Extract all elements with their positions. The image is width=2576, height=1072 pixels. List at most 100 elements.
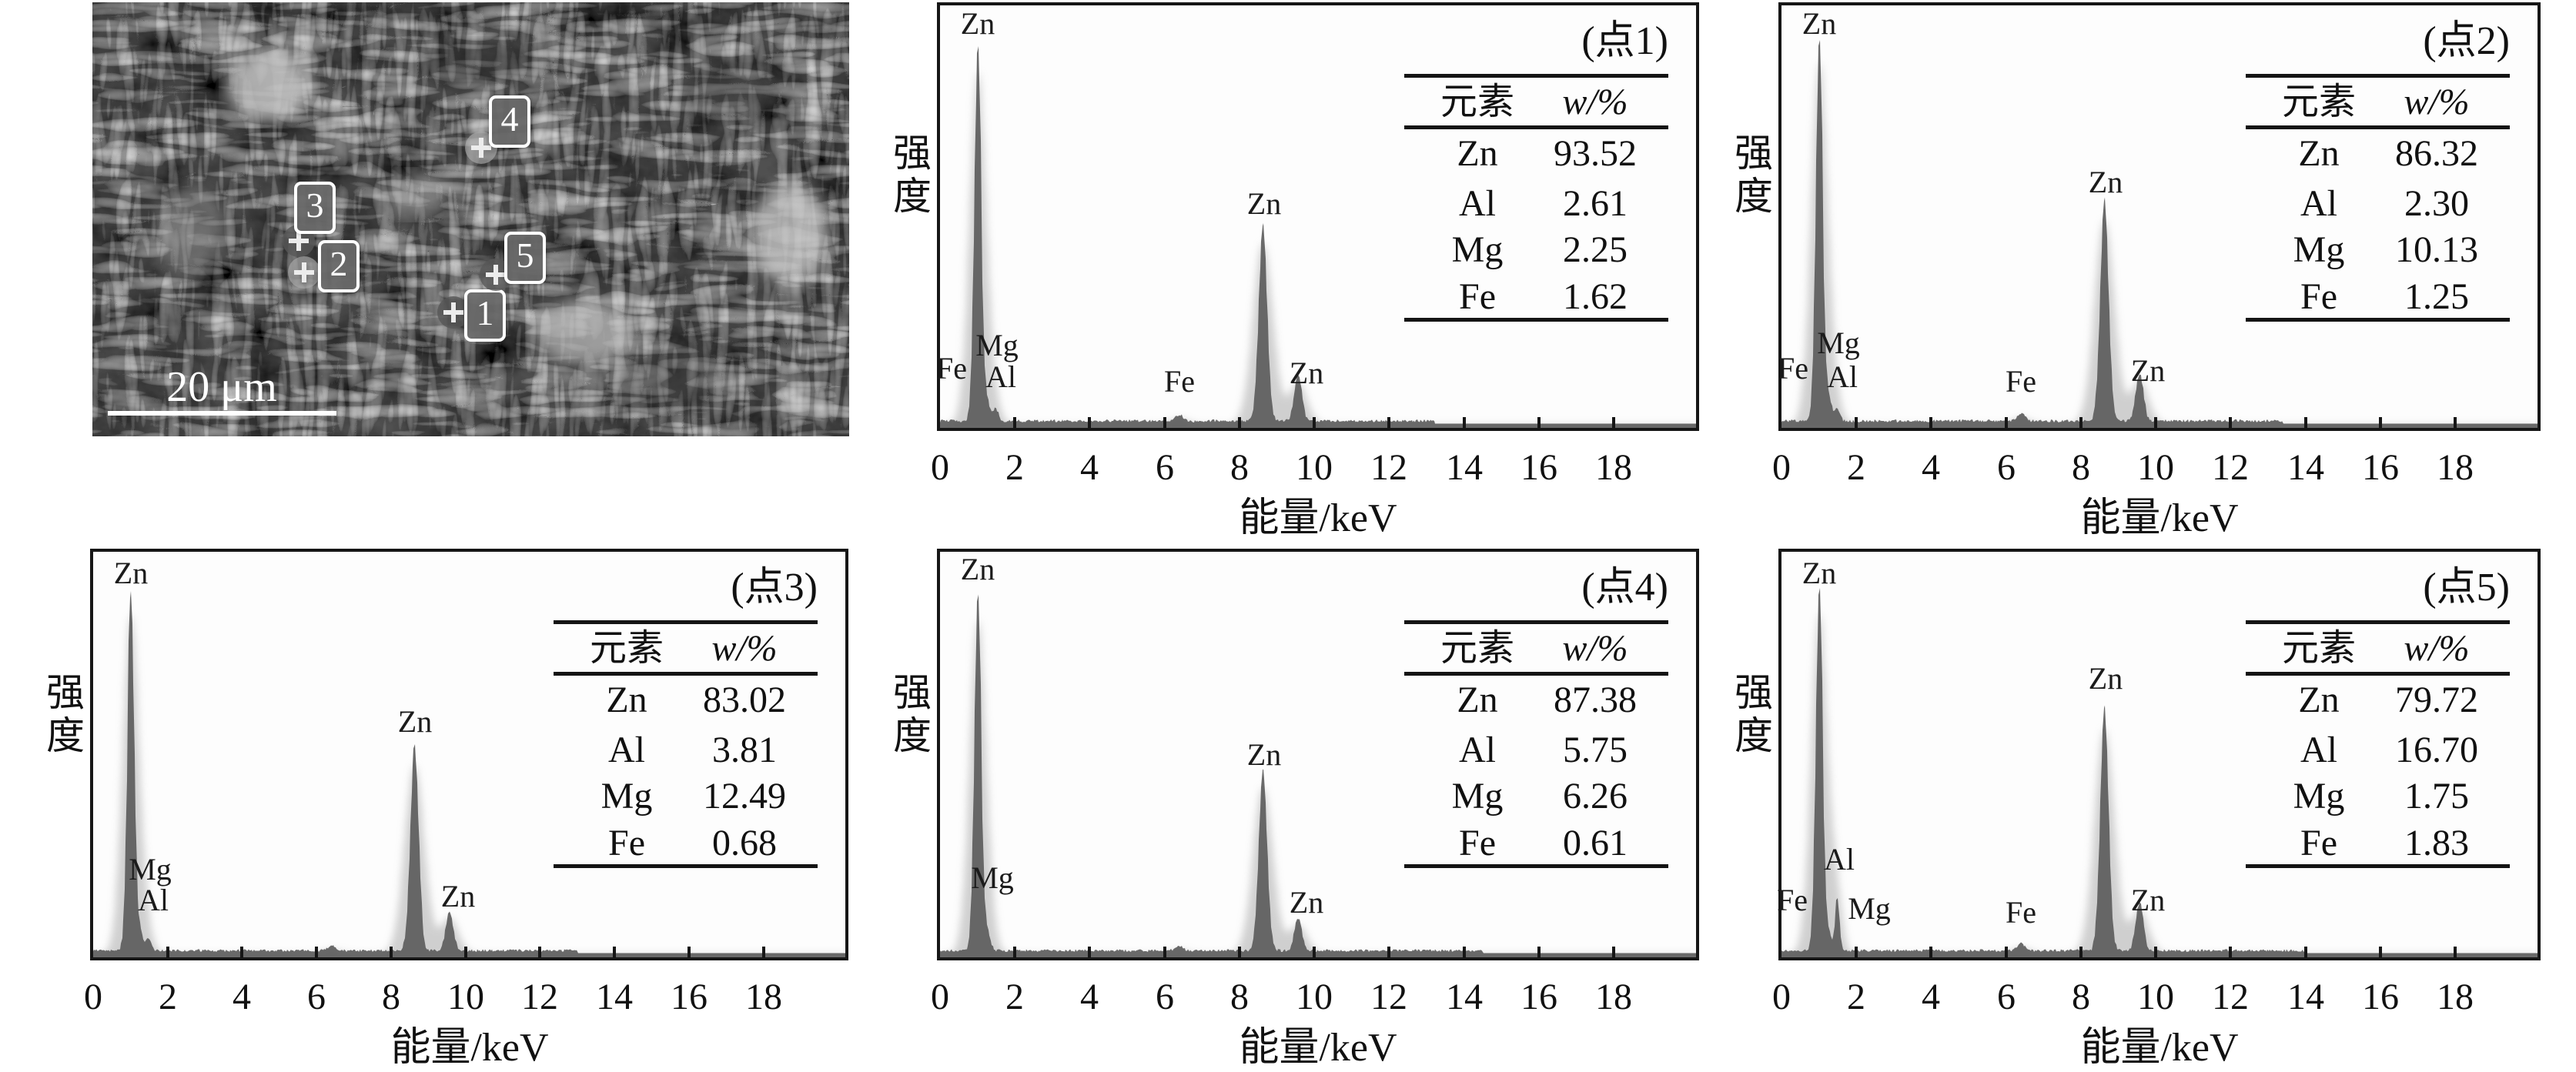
table-rule: [1404, 125, 1668, 129]
panel-title: (点3): [731, 566, 818, 609]
sem-micrograph: 1 2 3 4 5 20 μm: [92, 2, 849, 436]
x-tick-label: 18: [1595, 447, 1632, 488]
table-cell-value: 10.13: [2395, 229, 2478, 270]
table-cell-value: 2.30: [2404, 183, 2469, 224]
peak-label: Fe: [936, 351, 967, 386]
x-tick-label: 4: [1080, 977, 1099, 1017]
table-cell-value: 1.75: [2404, 776, 2469, 817]
table-cell-element: Zn: [606, 680, 647, 720]
x-tick-label: 6: [1997, 447, 2016, 488]
marker-number: 3: [306, 185, 324, 225]
peak-label: Mg: [975, 328, 1019, 362]
spectrum-svg: [1781, 588, 2538, 957]
x-tick-label: 0: [1772, 977, 1791, 1017]
x-tick-label: 12: [2212, 977, 2249, 1017]
table-cell-value: 1.25: [2404, 276, 2469, 317]
x-tick-label: 8: [1230, 977, 1249, 1017]
x-tick-label: 2: [1005, 977, 1024, 1017]
x-axis-label: 能量/keV: [1239, 496, 1397, 540]
table-rule: [1404, 318, 1668, 322]
table-cell-element: Fe: [2300, 276, 2337, 317]
peak-label: Zn: [113, 556, 149, 590]
x-tick-label: 4: [1922, 447, 1940, 488]
peak-label: Zn: [1289, 356, 1324, 390]
x-tick-label: 10: [1296, 977, 1333, 1017]
x-tick-label: 18: [1595, 977, 1632, 1017]
peak-label: Al: [1824, 842, 1855, 877]
peak-label: Al: [1827, 359, 1858, 394]
sem-texture: [92, 2, 849, 436]
panel-title: (点4): [1581, 566, 1668, 609]
scale-bar: [108, 411, 336, 416]
x-tick-label: 0: [931, 447, 949, 488]
x-tick-label: 10: [447, 977, 484, 1017]
table-cell-value: 2.61: [1563, 183, 1628, 224]
spectrum-svg: [940, 46, 1696, 428]
x-tick-label: 8: [2072, 977, 2090, 1017]
x-axis-label: 能量/keV: [2080, 1026, 2239, 1070]
x-tick-label: 10: [2137, 977, 2174, 1017]
x-tick-label: 2: [1005, 447, 1024, 488]
table-cell-value: 0.68: [712, 823, 777, 863]
table-cell-element: Fe: [1459, 823, 1496, 863]
peak-label: Fe: [1778, 351, 1808, 386]
table-header-element: 元素: [589, 628, 664, 669]
peak-label: Zn: [440, 879, 476, 913]
peak-label: Zn: [1802, 556, 1837, 590]
x-tick-label: 12: [521, 977, 558, 1017]
table-cell-element: Mg: [1451, 229, 1504, 270]
peak-label: Zn: [960, 6, 995, 41]
x-tick-label: 16: [2362, 977, 2399, 1017]
table-cell-value: 3.81: [712, 730, 777, 770]
x-axis-label: 能量/keV: [1239, 1026, 1397, 1070]
eds-panel-point2: 强度 Zn Fe Mg Al Fe Zn Zn (点2) 元素 w/% Zn 86.32 Al 2.30 Mg…: [1729, 2, 2571, 554]
table-cell-value: 79.72: [2395, 680, 2478, 720]
x-tick-label: 6: [1156, 447, 1174, 488]
table-header-wt: w/%: [1562, 628, 1628, 669]
point-marker: 5: [504, 232, 546, 284]
x-tick-label: 2: [159, 977, 177, 1017]
plot-box: [937, 549, 1699, 960]
peak-label: Zn: [1289, 885, 1324, 920]
x-tick-label: 16: [2362, 447, 2399, 488]
table-header-element: 元素: [2281, 82, 2357, 122]
table-cell-value: 86.32: [2395, 133, 2478, 174]
y-axis-label: 强度: [1729, 132, 1772, 219]
x-tick-label: 10: [1296, 447, 1333, 488]
table-cell-element: Mg: [2293, 229, 2345, 270]
table-cell-value: 16.70: [2395, 730, 2478, 770]
table-rule: [2246, 74, 2510, 78]
table-cell-value: 0.61: [1563, 823, 1628, 863]
x-tick-label: 16: [671, 977, 708, 1017]
table-cell-value: 83.02: [703, 680, 786, 720]
table-rule: [554, 672, 818, 676]
marker-number: 4: [500, 99, 519, 139]
x-tick-label: 18: [745, 977, 782, 1017]
x-tick-label: 0: [84, 977, 102, 1017]
marker-number: 1: [476, 293, 494, 332]
spectrum-svg: [940, 594, 1696, 957]
x-tick-label: 8: [1230, 447, 1249, 488]
x-tick-label: 2: [1847, 977, 1865, 1017]
eds-panel-point3: 强度 Zn Mg Al Zn Zn (点3) 元素 w/% Zn 83.02 Al 3.81 Mg 12.4…: [41, 549, 879, 1072]
spectrum-svg: [93, 591, 845, 957]
panel-title: (点5): [2423, 566, 2510, 609]
table-rule: [2246, 864, 2510, 868]
peak-label: Zn: [2130, 883, 2166, 917]
x-tick-label: 4: [1922, 977, 1940, 1017]
table-cell-value: 1.62: [1563, 276, 1628, 317]
marker-number: 5: [516, 235, 534, 275]
peak-label: Zn: [2130, 353, 2166, 388]
table-header-element: 元素: [1440, 628, 1515, 669]
table-cell-element: Zn: [2298, 680, 2340, 720]
marker-number: 2: [330, 244, 348, 283]
peak-label: Zn: [2088, 165, 2123, 199]
table-rule: [2246, 318, 2510, 322]
table-cell-value: 12.49: [703, 776, 786, 817]
table-header-element: 元素: [1440, 82, 1515, 122]
table-cell-element: Al: [608, 730, 645, 770]
point-marker: 1: [464, 289, 506, 342]
peak-label: Zn: [1246, 737, 1282, 772]
peak-label: Mg: [971, 860, 1014, 895]
